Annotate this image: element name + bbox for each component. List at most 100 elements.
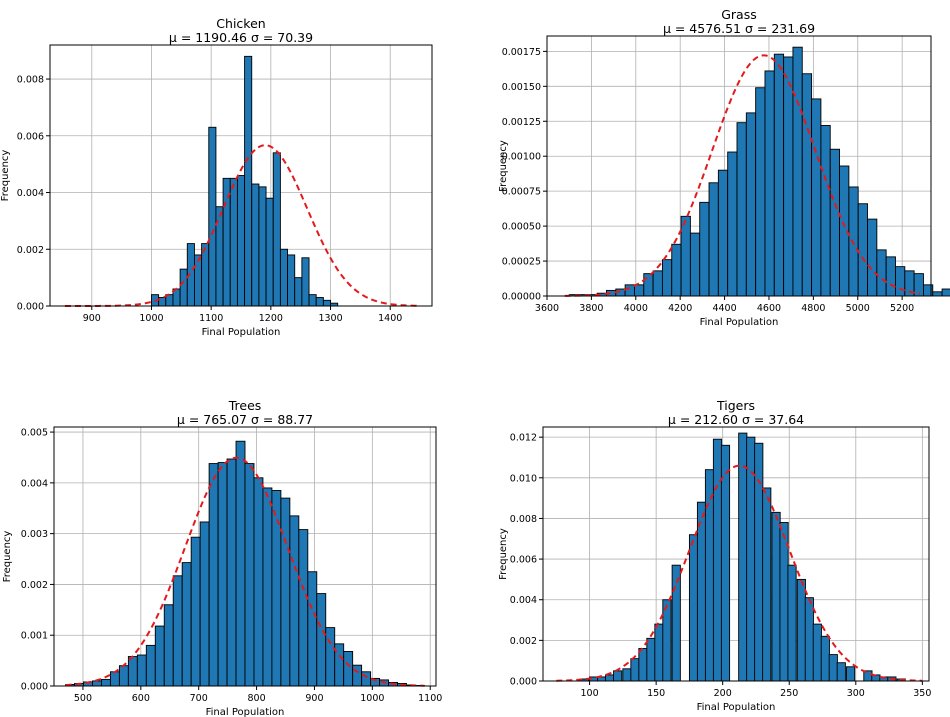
histogram-bar	[857, 203, 868, 297]
histogram-bar	[828, 654, 838, 682]
x-axis-label: Final Population	[700, 317, 779, 328]
x-tick-label: 4000	[624, 303, 648, 314]
histogram-bar	[773, 53, 785, 297]
x-tick-label: 1400	[378, 313, 402, 324]
histogram-bar	[941, 288, 950, 297]
histogram-bar	[145, 644, 156, 687]
histogram-bar	[654, 623, 664, 682]
histogram-bar	[251, 183, 260, 307]
histogram-bar	[280, 497, 291, 687]
y-tick-label: 0.008	[510, 514, 537, 525]
x-axis-label: Final Population	[206, 707, 285, 717]
x-tick-label: 1100	[199, 313, 223, 324]
histogram-bar	[680, 215, 691, 297]
histogram-bar	[792, 46, 803, 297]
y-axis-label: Frequency	[2, 531, 13, 583]
histogram-bar	[699, 201, 710, 297]
y-tick-label: 0.00025	[502, 257, 541, 268]
histogram-bar	[208, 126, 217, 307]
y-tick-label: 0.012	[510, 433, 537, 444]
x-tick-label: 150	[647, 688, 665, 699]
histogram-bar	[109, 671, 120, 687]
normal-fit-curve	[64, 144, 418, 307]
histogram-bar	[811, 98, 822, 297]
chart-title: Tigers	[716, 398, 755, 413]
histogram-bar	[622, 668, 632, 682]
y-tick-label: 0.006	[17, 131, 44, 142]
histogram-bar	[315, 297, 324, 307]
histogram-bar	[307, 571, 318, 687]
histogram-bar	[634, 284, 645, 297]
histogram-bar	[661, 259, 673, 297]
histogram-bar	[867, 218, 878, 297]
normal-fit-curve	[556, 464, 923, 682]
x-tick-label: 100	[581, 688, 599, 699]
y-tick-label: 0.00100	[502, 152, 541, 163]
histogram-bar	[787, 564, 797, 682]
x-tick-label: 900	[305, 693, 323, 704]
normal-fit-curve	[65, 456, 425, 687]
histogram-bar	[652, 270, 663, 297]
y-axis-label: Frequency	[0, 150, 11, 202]
y-tick-label: 0.003	[21, 529, 48, 540]
histogram-bar	[783, 56, 794, 297]
histogram-bar	[717, 169, 729, 297]
histogram-bar	[876, 249, 887, 297]
y-tick-label: 0.002	[17, 245, 44, 256]
y-tick-label: 0.004	[21, 478, 48, 489]
y-tick-label: 0.00000	[502, 292, 541, 303]
histogram-bar	[836, 662, 846, 682]
histogram-bar	[638, 648, 648, 682]
histogram-bar	[712, 438, 723, 682]
histogram-bar	[932, 291, 943, 297]
chart-subtitle: μ = 4576.51 σ = 231.69	[663, 21, 815, 36]
x-tick-label: 300	[847, 688, 865, 699]
histogram-bar	[708, 182, 719, 297]
histogram-bar	[796, 578, 806, 682]
chart-title: Grass	[721, 7, 757, 22]
histogram-bar	[801, 73, 813, 297]
histogram-bar	[294, 277, 303, 307]
y-axis-label: Frequency	[498, 140, 509, 192]
histogram-bar	[829, 148, 841, 297]
chart-subtitle: μ = 1190.46 σ = 70.39	[169, 30, 313, 45]
histogram-bar	[244, 463, 255, 687]
x-tick-label: 4200	[668, 303, 692, 314]
histogram-bar	[662, 599, 672, 682]
histogram-bar	[696, 501, 707, 682]
x-tick-label: 5000	[846, 303, 870, 314]
histogram-bar	[258, 186, 267, 307]
histogram-bar	[287, 254, 296, 307]
histogram-bar	[643, 273, 654, 297]
histogram-bar	[163, 604, 174, 687]
x-tick-label: 250	[780, 688, 798, 699]
x-tick-label: 600	[132, 693, 150, 704]
histogram-bar	[820, 125, 831, 297]
y-tick-label: 0.002	[21, 580, 48, 591]
histogram-bar	[201, 243, 210, 307]
x-tick-label: 200	[714, 688, 732, 699]
histogram-bar	[217, 462, 228, 687]
x-tick-label: 3800	[579, 303, 603, 314]
histogram-bar	[646, 637, 656, 682]
histogram-bar	[820, 635, 830, 682]
chart-title: Trees	[228, 398, 262, 413]
y-tick-label: 0.005	[21, 428, 48, 439]
y-tick-label: 0.006	[510, 555, 537, 566]
x-tick-label: 4800	[801, 303, 825, 314]
histogram-bar	[624, 284, 635, 297]
y-tick-label: 0.00175	[502, 47, 541, 58]
normal-fit-curve	[564, 54, 921, 297]
histogram-bar	[736, 122, 747, 297]
histogram-bar	[193, 254, 203, 307]
histogram-bar	[762, 487, 772, 682]
histogram-bar	[181, 562, 192, 687]
histogram-bar	[235, 440, 246, 687]
x-tick-label: 4600	[757, 303, 781, 314]
x-tick-label: 350	[913, 688, 931, 699]
axes-frame	[53, 426, 437, 687]
histogram-bar	[738, 432, 748, 682]
histogram-bar	[613, 670, 623, 682]
histogram-bar	[244, 55, 253, 307]
histogram-bar	[720, 444, 731, 682]
